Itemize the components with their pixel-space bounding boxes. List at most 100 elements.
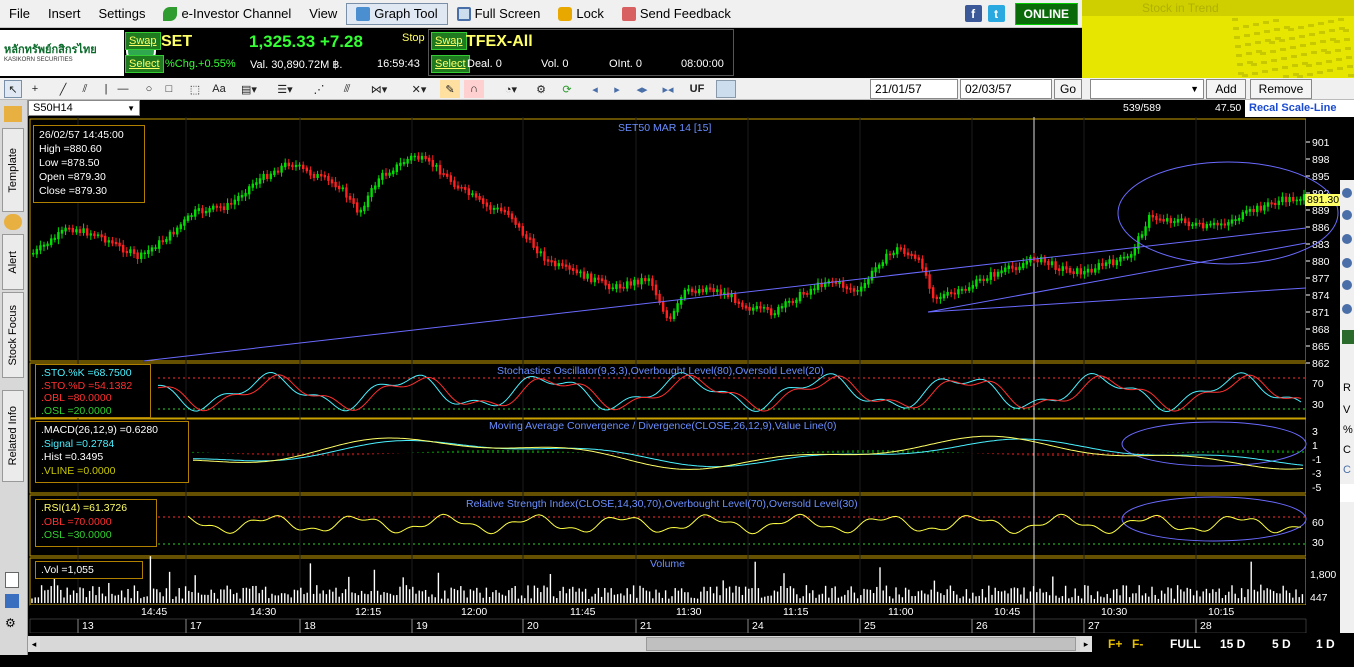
range-full-button[interactable]: FULL (1170, 637, 1201, 651)
folder-icon[interactable] (4, 106, 22, 122)
scroll-left-icon[interactable]: ◂ (592, 83, 598, 96)
menu-graph-tool[interactable]: Graph Tool (346, 2, 448, 25)
nav-circle-icon[interactable] (1342, 258, 1352, 268)
fibonacci-tool-icon[interactable]: ▤▾ (241, 83, 257, 96)
nav-circle-icon[interactable] (1342, 210, 1352, 220)
remove-button[interactable]: Remove (1250, 79, 1312, 99)
magnet-tool-icon[interactable]: ∩ (464, 80, 484, 98)
trend-tool-icon[interactable]: ⫻ (343, 82, 351, 95)
tab-template[interactable]: Template (2, 128, 24, 212)
trend-line (927, 242, 1307, 313)
tab-stock-focus-label: Stock Focus (7, 304, 19, 366)
range-1d-button[interactable]: 1 D (1316, 637, 1335, 651)
price-candle (276, 170, 280, 173)
scroll-right-icon[interactable]: ▸ (614, 83, 620, 96)
crosshair-tool-icon[interactable]: + (31, 83, 39, 95)
go-button[interactable]: Go (1054, 79, 1082, 99)
pencil-tool-icon[interactable]: ✎ (440, 80, 460, 98)
facebook-icon[interactable]: f (964, 5, 982, 22)
macd-tick-label: -3 (1312, 468, 1321, 480)
select-button-set[interactable]: Select (125, 55, 164, 73)
recal-scale-line-button[interactable]: Recal Scale-Line (1245, 100, 1354, 117)
range-15d-button[interactable]: 15 D (1220, 637, 1246, 651)
delete-tool-icon[interactable]: ✕▾ (411, 83, 427, 96)
add-button[interactable]: Add (1206, 79, 1246, 99)
rsi-line (187, 513, 1302, 535)
tab-alert[interactable]: Alert (2, 234, 24, 290)
swap-button-tfex[interactable]: Swap (431, 32, 467, 50)
line-tool-icon[interactable]: ╱ (59, 83, 67, 96)
font-decrease-button[interactable]: F- (1132, 637, 1144, 651)
price-candle (1115, 260, 1118, 266)
from-date-input[interactable]: 21/01/57 (870, 79, 958, 99)
banner-pattern (1281, 57, 1287, 60)
range-5d-button[interactable]: 5 D (1272, 637, 1291, 651)
line-style-icon[interactable]: ☰▾ (277, 83, 293, 96)
save-icon[interactable] (5, 594, 19, 608)
vertical-line-tool-icon[interactable]: | (104, 83, 108, 95)
price-candle (1148, 214, 1151, 228)
new-document-icon[interactable] (5, 572, 19, 588)
price-candle (942, 294, 946, 299)
text-tool-icon[interactable]: ⬚ (189, 83, 201, 96)
twitter-icon[interactable]: t (987, 5, 1005, 22)
banner-pattern (1293, 73, 1299, 76)
price-candle (46, 243, 49, 247)
menu-graph-tool-label: Graph Tool (374, 6, 438, 21)
circle-tool-icon[interactable]: ○ (145, 83, 153, 95)
panel-tab-icon[interactable] (1342, 330, 1354, 344)
pattern-tool-icon[interactable]: ⋈▾ (370, 83, 388, 96)
menu-insert[interactable]: Insert (39, 3, 90, 25)
price-candle (705, 287, 708, 293)
scroll-left-icon[interactable]: ◂ (28, 636, 40, 652)
menu-lock[interactable]: Lock (549, 3, 612, 25)
menu-send-feedback[interactable]: Send Feedback (613, 3, 740, 25)
rectangle-tool-icon[interactable]: □ (165, 83, 173, 95)
horizontal-line-tool-icon[interactable]: — (117, 83, 129, 95)
menu-full-screen[interactable]: Full Screen (448, 3, 550, 25)
nav-circle-icon[interactable] (1342, 280, 1352, 290)
zoom-out-icon[interactable]: ▸◂ (662, 83, 674, 96)
zoom-in-icon[interactable]: ◂▸ (636, 83, 648, 96)
font-increase-button[interactable]: F+ (1108, 637, 1123, 651)
price-candle (845, 286, 848, 290)
settings-wheel-icon[interactable]: ⚙ (536, 83, 546, 96)
zoom-tool-icon[interactable]: ◔▾ (504, 83, 518, 96)
menu-settings[interactable]: Settings (89, 3, 154, 25)
right-cut-field[interactable] (1340, 484, 1354, 502)
chart-area[interactable]: 9018988958928898868838808778748718688658… (28, 117, 1340, 655)
symbol-select[interactable]: S50H14 ▼ (28, 100, 140, 116)
alert-bell-icon[interactable] (4, 214, 22, 230)
price-candle (600, 278, 604, 282)
font-tool-icon[interactable]: Aa (212, 83, 226, 95)
to-date-input[interactable]: 02/03/57 (960, 79, 1052, 99)
refresh-icon[interactable]: ⟳ (562, 83, 572, 96)
nav-circle-icon[interactable] (1342, 304, 1352, 314)
tab-stock-focus[interactable]: Stock Focus (2, 292, 24, 378)
parallel-line-tool-icon[interactable]: ⫽ (82, 82, 88, 95)
banner-pattern (1234, 36, 1240, 39)
menu-file[interactable]: File (0, 3, 39, 25)
scrollbar-thumb[interactable] (646, 637, 1076, 651)
pointer-tool-icon[interactable]: ↖ (4, 80, 22, 98)
broker-name-thai: หลักทรัพย์กสิกรไทย (4, 44, 97, 56)
nav-circle-icon[interactable] (1342, 188, 1352, 198)
menu-view[interactable]: View (300, 3, 346, 25)
select-button-tfex[interactable]: Select (431, 55, 470, 73)
price-candle (568, 265, 571, 270)
scroll-right-icon[interactable]: ▸ (1080, 636, 1092, 652)
menu-einvestor[interactable]: e-Investor Channel (154, 3, 300, 25)
uf-button[interactable]: UF (689, 83, 705, 95)
properties-icon[interactable]: ⚙ (5, 616, 16, 630)
swap-button-set[interactable]: Swap (125, 32, 161, 50)
banner-pattern (1318, 22, 1324, 25)
nav-circle-icon[interactable] (1342, 234, 1352, 244)
price-candle (359, 209, 362, 213)
tab-related-info[interactable]: Related Info (2, 390, 24, 482)
price-candle (201, 208, 204, 214)
fan-tool-icon[interactable]: ⋰ (313, 83, 325, 96)
stock-in-trend-banner[interactable]: Stock in Trend (1082, 0, 1354, 78)
chart-image-icon[interactable] (716, 80, 736, 98)
horizontal-scrollbar[interactable] (40, 636, 1080, 652)
indicator-dropdown[interactable]: ▼ (1090, 79, 1204, 99)
